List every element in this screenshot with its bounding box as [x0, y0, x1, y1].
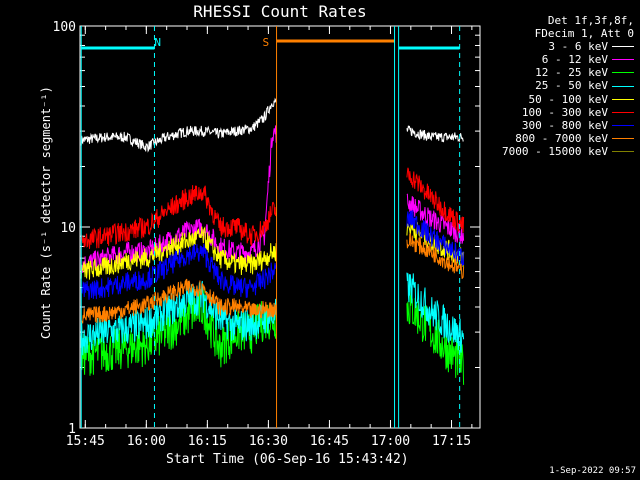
annotation-N: N	[154, 36, 161, 49]
legend-item: 100 - 300 keV	[478, 106, 634, 119]
legend-label: 7000 - 15000 keV	[502, 144, 608, 158]
legend-label: 3 - 6 keV	[548, 40, 608, 54]
x-tick-label: 15:45	[66, 434, 105, 449]
legend-item: 800 - 7000 keV	[478, 132, 634, 145]
y-axis-label: Count Rate (s⁻¹ detector segment⁻¹)	[39, 86, 53, 339]
footer-timestamp: 1-Sep-2022 09:57	[549, 466, 636, 476]
legend-swatch	[612, 124, 634, 126]
legend: Det 1f,3f,8f, FDecim 1, Att 0 3 - 6 keV 6…	[478, 14, 634, 158]
series-line-3-6-keV	[80, 97, 464, 153]
legend-label: 12 - 25 keV	[535, 66, 608, 80]
x-tick-label: 16:15	[188, 434, 227, 449]
annotation-S: S	[263, 36, 270, 49]
legend-swatch	[612, 137, 634, 139]
legend-label: 25 - 50 keV	[535, 79, 608, 93]
legend-swatch	[612, 59, 634, 61]
legend-item: 3 - 6 keV	[478, 40, 634, 53]
chart-title: RHESSI Count Rates	[193, 2, 367, 21]
y-tick-label: 10	[60, 221, 76, 236]
legend-item: 12 - 25 keV	[478, 66, 634, 79]
x-tick-label: 17:00	[371, 434, 410, 449]
legend-swatch	[612, 98, 634, 100]
x-tick-label: 17:15	[432, 434, 471, 449]
legend-label: 300 - 800 keV	[521, 118, 608, 132]
x-tick-label: 16:45	[310, 434, 349, 449]
x-tick-label: 16:30	[249, 434, 288, 449]
legend-item: 25 - 50 keV	[478, 79, 634, 92]
legend-swatch	[612, 85, 634, 87]
legend-item: 7000 - 15000 keV	[478, 145, 634, 158]
legend-swatch	[612, 72, 634, 74]
legend-swatch	[612, 111, 634, 113]
x-axis-label: Start Time (06-Sep-16 15:43:42)	[166, 452, 409, 467]
legend-label: 6 - 12 keV	[541, 53, 608, 67]
legend-swatch	[612, 46, 634, 48]
legend-item: 300 - 800 keV	[478, 119, 634, 132]
y-tick-label: 100	[53, 20, 76, 35]
legend-header-line: FDecim 1, Att 0	[534, 27, 634, 41]
x-tick-label: 16:00	[127, 434, 166, 449]
plot-frame	[79, 25, 481, 429]
series-line-300-800-keV	[80, 210, 465, 300]
series-line-25-50-keV	[80, 272, 465, 356]
series-line-100-300-keV	[80, 167, 465, 249]
legend-label: 100 - 300 keV	[521, 105, 608, 119]
legend-item: 50 - 100 keV	[478, 93, 634, 106]
legend-label: 50 - 100 keV	[528, 92, 608, 106]
legend-item: 6 - 12 keV	[478, 53, 634, 66]
series-line-800-7000-keV	[80, 233, 465, 324]
legend-label: 800 - 7000 keV	[515, 131, 608, 145]
series-line-6-12-keV	[80, 125, 465, 275]
y-tick-label: 1	[68, 422, 76, 437]
legend-swatch	[612, 150, 634, 152]
legend-header-line: Det 1f,3f,8f,	[547, 14, 634, 27]
